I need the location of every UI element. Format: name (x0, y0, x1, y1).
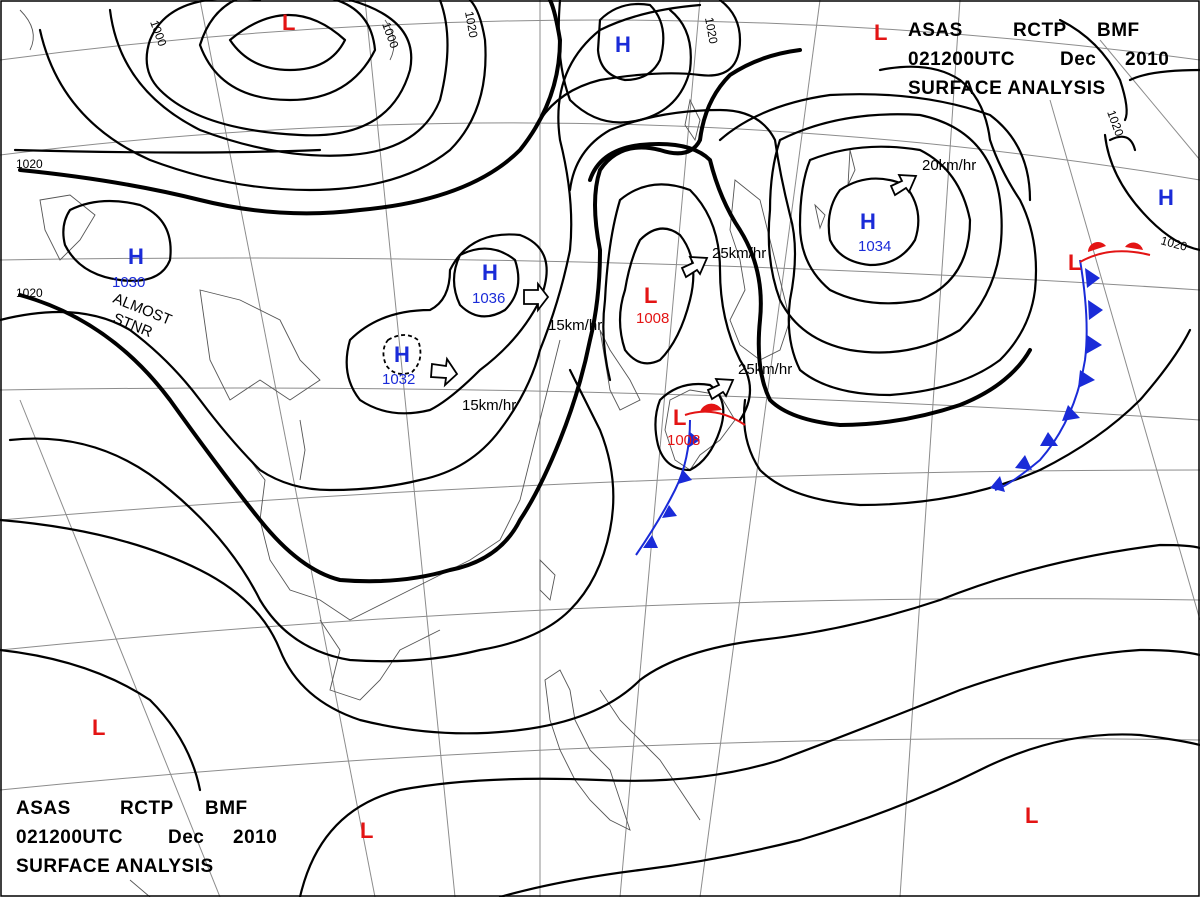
high-1032-symbol: H (394, 342, 410, 367)
low-west-symbol: L (92, 715, 105, 740)
svg-text:1020: 1020 (1159, 233, 1189, 254)
svg-text:SURFACE ANALYSIS: SURFACE ANALYSIS (16, 856, 214, 877)
low-east-front-symbol: L (1068, 250, 1081, 275)
header-bottom: ASAS RCTP BMF 021200UTC Dec 2010 SURFACE… (16, 798, 277, 877)
low-top-symbol: L (282, 10, 295, 35)
arrow-1008s (706, 378, 735, 401)
svg-text:1020: 1020 (462, 10, 480, 39)
speed-1008-south: 25km/hr (738, 361, 792, 378)
svg-text:1020: 1020 (702, 16, 720, 45)
high-east-symbol: H (1158, 185, 1174, 210)
low-1008-north-value: 1008 (636, 310, 669, 327)
pressure-systems: H 1030 H 1036 H 1032 H 1034 H H L 1008 L… (92, 10, 1174, 843)
high-1036-value: 1036 (472, 290, 505, 307)
low-top-right-symbol: L (874, 20, 887, 45)
arrow-1034 (889, 174, 918, 197)
svg-text:BMF: BMF (205, 798, 248, 819)
svg-text:2010: 2010 (233, 827, 277, 848)
cold-front-east (990, 259, 1103, 492)
svg-text:021200UTC: 021200UTC (16, 827, 123, 848)
svg-text:2010: 2010 (1125, 49, 1169, 70)
high-1030-symbol: H (128, 244, 144, 269)
cold-front-south (635, 419, 700, 556)
high-north-symbol: H (615, 32, 631, 57)
movement-arrows (430, 174, 918, 401)
warm-front-east (1079, 242, 1151, 263)
header-top: ASAS RCTP BMF 021200UTC Dec 2010 SURFACE… (908, 20, 1169, 99)
low-southeast-symbol: L (1025, 803, 1038, 828)
svg-text:Dec: Dec (168, 827, 204, 848)
warm-front-south (684, 403, 746, 426)
svg-text:BMF: BMF (1097, 20, 1140, 41)
svg-text:021200UTC: 021200UTC (908, 49, 1015, 70)
svg-text:RCTP: RCTP (120, 798, 174, 819)
low-south-symbol: L (360, 818, 373, 843)
svg-text:1020: 1020 (16, 286, 43, 300)
speed-1034: 20km/hr (922, 157, 976, 174)
high-1030-value: 1030 (112, 274, 145, 291)
high-1036-symbol: H (482, 260, 498, 285)
arrow-1032 (430, 356, 459, 388)
high-1034-value: 1034 (858, 238, 891, 255)
speed-1036: 15km/hr (548, 317, 602, 334)
svg-text:1020: 1020 (16, 157, 43, 171)
low-1008-south-symbol: L (673, 405, 686, 430)
speed-1008-north: 25km/hr (712, 245, 766, 262)
movement-labels: 15km/hr 15km/hr 25km/hr 25km/hr 20km/hr (462, 157, 976, 414)
svg-text:RCTP: RCTP (1013, 20, 1067, 41)
high-1032-value: 1032 (382, 371, 415, 388)
high-1034-symbol: H (860, 209, 876, 234)
low-1008-north-symbol: L (644, 283, 657, 308)
low-1008-south-value: 1008 (667, 432, 700, 449)
arrow-1036 (523, 281, 550, 313)
speed-1032: 15km/hr (462, 397, 516, 414)
arrow-1008n (680, 256, 709, 279)
svg-text:Dec: Dec (1060, 49, 1096, 70)
svg-text:SURFACE ANALYSIS: SURFACE ANALYSIS (908, 78, 1106, 99)
svg-text:ASAS: ASAS (16, 798, 71, 819)
svg-text:ASAS: ASAS (908, 20, 963, 41)
